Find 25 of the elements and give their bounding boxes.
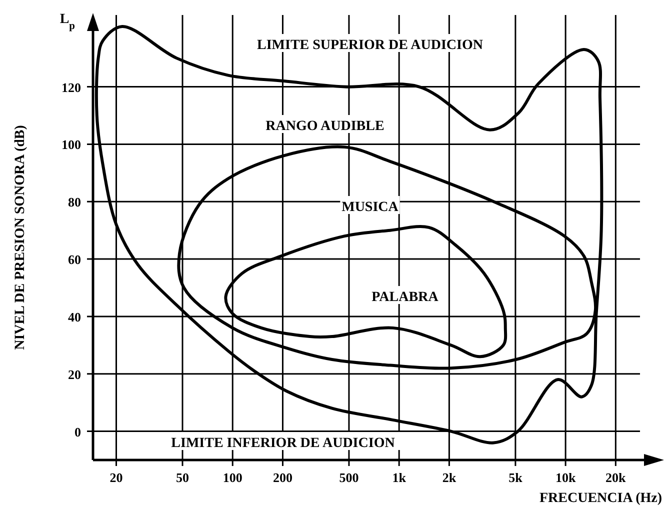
text: L$_{p}$ [60,12,76,32]
x-tick-label: 200 [272,470,292,485]
y-tick-label: 40 [68,309,81,324]
annotation: LIMITE INFERIOR DE AUDICION [171,436,395,451]
y-tick-label: 100 [62,137,81,152]
x-tick-label: 500 [339,470,359,485]
annotation: LIMITE SUPERIOR DE AUDICION [257,38,483,53]
y-tick-label: 120 [62,80,81,95]
x-tick-label: 5k [508,470,524,485]
annotation: PALABRA [372,290,440,305]
y-axis-title: NIVEL DE PRESION SONORA (dB) [13,124,28,350]
x-tick-label: 2k [442,470,457,485]
y-tick-label: 20 [68,366,81,382]
y-tick-label: 80 [68,194,81,210]
y-tick-label: 0 [74,424,81,440]
x-tick-label: 10k [555,470,576,485]
annotation: RANGO AUDIBLE [266,119,384,134]
annotation: MUSICA [342,200,400,215]
x-tick-label: 20 [110,470,123,485]
x-axis-title: FRECUENCIA (Hz) [540,491,662,506]
y-tick-label: 60 [68,252,81,268]
x-tick-label: 20k [606,470,627,485]
x-tick-label: 100 [222,470,242,485]
x-tick-label: 50 [176,470,189,485]
x-tick-label: 1k [392,470,407,485]
